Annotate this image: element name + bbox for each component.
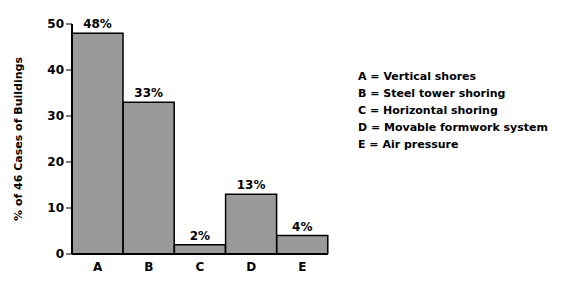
svg-text:10: 10 — [47, 201, 64, 215]
svg-text:4%: 4% — [292, 220, 312, 234]
svg-text:A: A — [93, 260, 103, 274]
html-text:B = Steel tower shoring: B = Steel tower shoring — [358, 87, 506, 100]
svg-text:2%: 2% — [190, 229, 210, 243]
svg-text:% of 46 Cases of Buildings: % of 46 Cases of Buildings — [12, 57, 25, 221]
html-text:E = Air pressure: E = Air pressure — [358, 138, 459, 151]
html-text:C = Horizontal shoring: C = Horizontal shoring — [358, 104, 498, 117]
svg-text:B: B — [144, 260, 153, 274]
svg-text:C: C — [196, 260, 205, 274]
html-text:D = Movable formwork system: D = Movable formwork system — [358, 121, 548, 134]
svg-text:40: 40 — [47, 63, 64, 77]
svg-text:E: E — [298, 260, 306, 274]
svg-text:30: 30 — [47, 109, 64, 123]
svg-text:48%: 48% — [83, 17, 112, 31]
svg-text:D: D — [246, 260, 256, 274]
svg-text:0: 0 — [56, 247, 64, 261]
html-text:A = Vertical shores: A = Vertical shores — [358, 70, 477, 83]
svg-text:33%: 33% — [134, 86, 163, 100]
svg-text:13%: 13% — [237, 178, 266, 192]
svg-text:50: 50 — [47, 17, 64, 31]
svg-text:20: 20 — [47, 155, 64, 169]
